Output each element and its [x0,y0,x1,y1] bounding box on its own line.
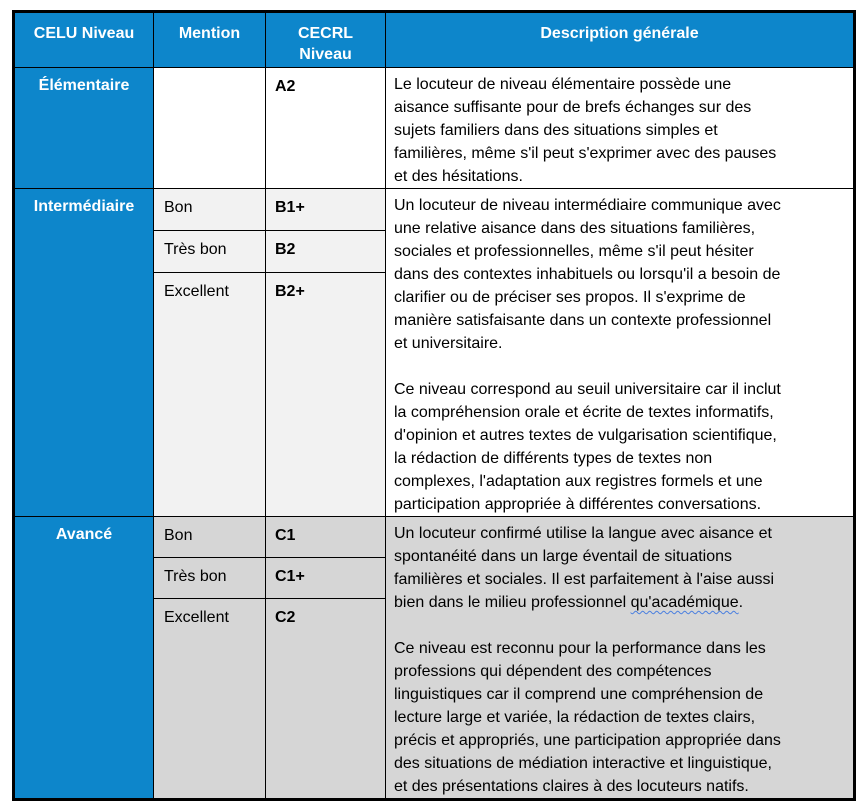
header-mention: Mention [153,11,266,68]
row-elementaire: Élémentaire A2 Le locuteur de niveau élé… [13,67,855,189]
cell-cecrl-c2: C2 [265,598,386,800]
cell-mention-excellent: Excellent [153,598,266,800]
cell-cecrl-b2: B2 [265,230,386,274]
row-intermediaire-bon: Intermédiaire Bon B1+ Un locuteur de niv… [13,187,855,517]
celu-levels-table: CELU Niveau Mention CECRL Niveau Descrip… [12,10,856,801]
header-cecrl-niveau: CECRL Niveau [265,11,386,68]
cell-description-elementaire: Le locuteur de niveau élémentaire possèd… [385,67,855,189]
header-description-generale: Description générale [385,11,855,68]
row-intermediaire-excellent: Excellent B2+ [14,272,855,517]
paragraph-text: . [738,594,744,611]
paragraph: Ce niveau correspond au seuil universita… [394,381,781,513]
header-celu-niveau: CELU Niveau [13,11,154,68]
cell-cecrl-c1plus: C1+ [265,557,386,599]
cell-cecrl-b2plus: B2+ [265,272,386,517]
cell-mention-excellent: Excellent [153,272,266,517]
cell-celu-elementaire: Élémentaire [13,67,154,189]
cell-mention-bon: Bon [153,187,266,232]
cell-mention-bon: Bon [153,516,266,558]
paragraph: Le locuteur de niveau élémentaire possèd… [394,76,777,185]
row-avance-tres-bon: Très bon C1+ [14,557,855,599]
cell-mention-tres-bon: Très bon [153,230,266,274]
paragraph-text: Un locuteur confirmé utilise la langue a… [394,525,775,611]
spellcheck-underlined-word: qu'académique [630,594,739,611]
header-row: CELU Niveau Mention CECRL Niveau Descrip… [13,11,855,68]
cell-cecrl-b1plus: B1+ [265,187,386,232]
cell-description-avance: Un locuteur confirmé utilise la langue a… [385,516,855,800]
paragraph-with-spellcheck: Un locuteur confirmé utilise la langue a… [394,522,848,614]
cell-cecrl-a2: A2 [265,67,386,189]
row-intermediaire-tres-bon: Très bon B2 [14,230,855,274]
paragraph: Ce niveau est reconnu pour la performanc… [394,640,781,795]
cell-description-intermediaire: Un locuteur de niveau intermédiaire comm… [385,188,855,517]
cell-cecrl-c1: C1 [265,516,386,558]
paragraph: Un locuteur de niveau intermédiaire comm… [394,197,781,352]
row-avance-bon: Avancé Bon C1 Un locuteur confirmé utili… [13,516,855,800]
cell-celu-intermediaire: Intermédiaire [13,188,154,517]
cell-mention-tres-bon: Très bon [153,557,266,599]
cell-mention-elementaire [153,67,266,189]
cell-celu-avance: Avancé [13,516,154,800]
row-avance-excellent: Excellent C2 [14,598,855,800]
